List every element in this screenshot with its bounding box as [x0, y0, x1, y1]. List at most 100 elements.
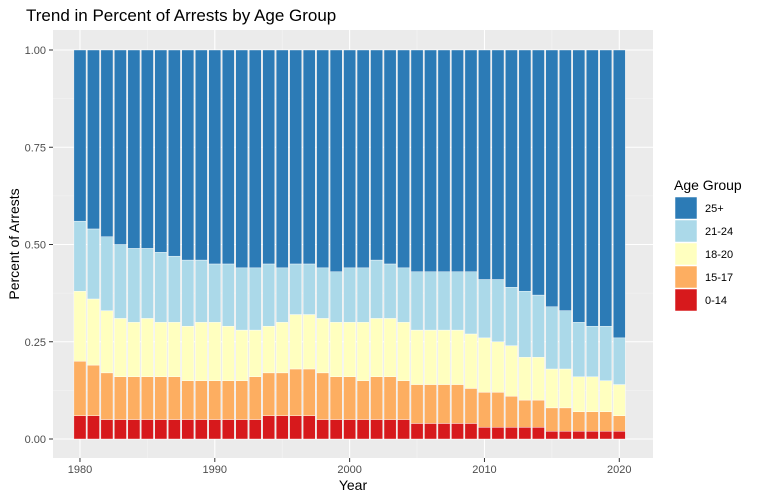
bar-segment-25+ [141, 49, 154, 249]
bar-segment-0-14 [599, 431, 613, 440]
bar-segment-21-24 [141, 248, 154, 319]
bar-segment-18-20 [370, 318, 383, 377]
bar-segment-21-24 [532, 294, 545, 358]
bar-segment-25+ [586, 49, 599, 327]
bar-segment-15-17 [451, 384, 464, 424]
bar-segment-0-14 [424, 423, 437, 440]
bar-segment-18-20 [397, 322, 410, 381]
legend: Age Group 25+ 21-24 18-20 15-17 0-14 [674, 177, 742, 312]
bar-segment-25+ [248, 49, 262, 269]
bar-segment-25+ [316, 49, 329, 269]
bar-segment-15-17 [383, 376, 397, 420]
x-axis-title: Year [339, 477, 368, 493]
bar-segment-0-14 [222, 419, 235, 440]
bar-segment-25+ [599, 49, 613, 327]
bar-segment-18-20 [532, 357, 545, 401]
bar-segment-25+ [222, 49, 235, 265]
bar-segment-18-20 [586, 376, 599, 412]
bar-segment-21-24 [343, 267, 356, 323]
legend-title: Age Group [674, 177, 742, 193]
bar-segment-25+ [518, 49, 532, 292]
x-axis-ticks: 1980 1990 2000 2010 2020 [68, 458, 632, 476]
bar-segment-15-17 [478, 392, 491, 428]
bar-segment-18-20 [518, 357, 532, 401]
bar-segment-0-14 [235, 419, 249, 440]
bar-segment-18-20 [302, 314, 316, 370]
legend-swatch-25+ [674, 196, 698, 220]
legend-swatch-18-20 [674, 242, 698, 266]
bar-segment-18-20 [262, 325, 275, 374]
bar-segment-25+ [73, 49, 87, 222]
bar-segment-25+ [127, 49, 141, 249]
bar-segment-21-24 [545, 306, 559, 370]
bar-segment-21-24 [410, 271, 424, 331]
bar-segment-18-20 [181, 325, 195, 381]
bar-segment-21-24 [518, 290, 532, 358]
bar-segment-18-20 [410, 329, 424, 385]
bar-segment-21-24 [87, 228, 100, 300]
x-tick-label: 2000 [337, 464, 361, 476]
bar-segment-18-20 [114, 318, 127, 377]
bar-segment-0-14 [248, 419, 262, 440]
bar-segment-0-14 [491, 427, 505, 440]
bar-segment-15-17 [505, 396, 518, 428]
bar-segment-21-24 [397, 267, 410, 323]
bar-segment-0-14 [437, 423, 451, 440]
bar-segment-21-24 [316, 267, 329, 319]
bar-segment-0-14 [275, 415, 289, 440]
bar-segment-18-20 [491, 341, 505, 393]
bar-segment-18-20 [356, 322, 370, 381]
bar-segment-15-17 [518, 399, 532, 428]
bar-segment-18-20 [275, 322, 289, 374]
bar-segment-21-24 [154, 252, 168, 323]
bar-segment-18-20 [505, 345, 518, 397]
bar-segment-21-24 [100, 236, 114, 311]
y-axis-ticks: 0.00 0.25 0.50 0.75 1.00 [25, 45, 53, 446]
bar-segment-0-14 [262, 415, 275, 440]
y-tick-label: 1.00 [25, 45, 46, 57]
bar-segment-25+ [424, 49, 437, 272]
bar-segment-25+ [613, 49, 626, 339]
bar-segment-15-17 [532, 399, 545, 428]
bar-segment-25+ [545, 49, 559, 307]
bar-segment-0-14 [383, 419, 397, 440]
bar-segment-21-24 [208, 263, 222, 323]
bar-segment-18-20 [424, 329, 437, 385]
bar-segment-21-24 [289, 263, 302, 315]
y-tick-label: 0.00 [25, 434, 46, 446]
bar-segment-25+ [235, 49, 249, 269]
bar-segment-25+ [464, 49, 478, 272]
bar-segment-0-14 [329, 419, 343, 440]
legend-label: 0-14 [705, 295, 727, 307]
bar-segment-18-20 [545, 368, 559, 409]
bar-segment-0-14 [87, 415, 100, 440]
bar-segment-0-14 [127, 419, 141, 440]
bar-segment-0-14 [532, 427, 545, 440]
legend-label: 15-17 [705, 272, 733, 284]
bar-segment-21-24 [262, 263, 275, 327]
bar-segment-0-14 [168, 419, 181, 440]
bar-segment-25+ [397, 49, 410, 269]
x-tick-label: 2010 [472, 464, 496, 476]
x-tick-label: 1980 [68, 464, 92, 476]
bar-segment-18-20 [478, 337, 491, 393]
bar-segment-18-20 [222, 325, 235, 381]
bar-segment-21-24 [478, 279, 491, 339]
legend-swatch-0-14 [674, 288, 698, 312]
bar-segment-15-17 [168, 376, 181, 420]
bar-segment-15-17 [356, 380, 370, 420]
bar-segment-25+ [491, 49, 505, 280]
bar-segment-18-20 [329, 322, 343, 377]
bar-segment-15-17 [370, 376, 383, 420]
bar-segment-18-20 [73, 290, 87, 362]
bar-segment-25+ [410, 49, 424, 272]
bar-segment-0-14 [370, 419, 383, 440]
bar-segment-15-17 [613, 415, 626, 432]
bar-segment-25+ [262, 49, 275, 265]
bar-segment-15-17 [437, 384, 451, 424]
bar-segment-21-24 [464, 271, 478, 335]
bar-segment-21-24 [370, 259, 383, 319]
bar-segment-15-17 [397, 380, 410, 420]
bar-segment-18-20 [127, 322, 141, 377]
bar-segment-25+ [451, 49, 464, 272]
